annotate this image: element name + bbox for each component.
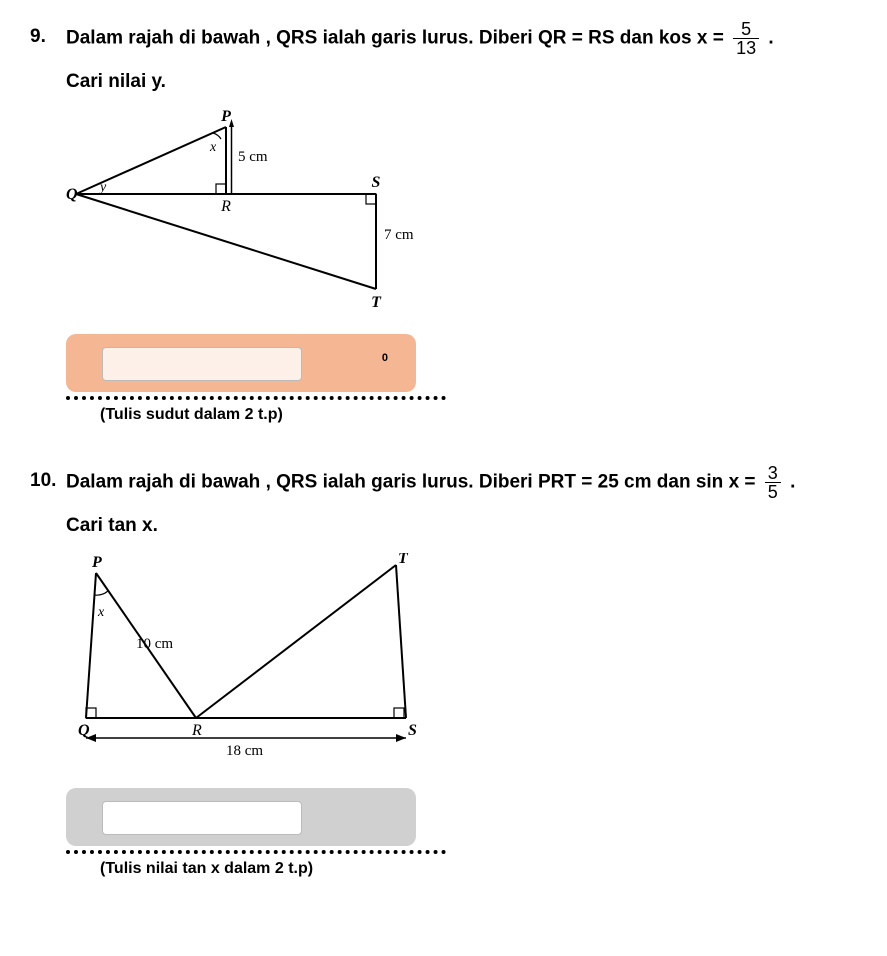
q9-answer-row: 0 — [66, 334, 456, 392]
q10-text: 10. Dalam rajah di bawah , QRS ialah gar… — [30, 464, 857, 543]
q10-hint: (Tulis nilai tan x dalam 2 t.p) — [100, 860, 857, 878]
q9-zero: 0 — [382, 352, 388, 364]
label-Q: Q — [66, 186, 78, 203]
q9-number: 9. — [30, 20, 66, 54]
q9-answer-outer: 0 — [66, 334, 416, 392]
label-x: x — [209, 140, 217, 155]
q9-text: 9. Dalam rajah di bawah , QRS ialah gari… — [30, 20, 857, 99]
q10-body: Dalam rajah di bawah , QRS ialah garis l… — [66, 464, 857, 543]
question-9: 9. Dalam rajah di bawah , QRS ialah gari… — [30, 20, 857, 424]
q9-fraction: 5 13 — [733, 20, 759, 57]
label-S: S — [372, 174, 381, 191]
label-R: R — [220, 198, 231, 215]
label-18cm: 18 cm — [226, 743, 263, 759]
q9-answer-input[interactable] — [102, 347, 302, 381]
question-10: 10. Dalam rajah di bawah , QRS ialah gar… — [30, 464, 857, 878]
q10-answer-input[interactable] — [102, 801, 302, 835]
q9-hint: (Tulis sudut dalam 2 t.p) — [100, 406, 857, 424]
q10-fraction: 3 5 — [765, 464, 781, 501]
label-10cm: 10 cm — [136, 636, 173, 652]
q10-dotted-line — [66, 850, 446, 854]
label-T: T — [371, 294, 382, 309]
q9-prefix: Dalam rajah di bawah , QRS ialah garis l… — [66, 28, 729, 49]
label-P: P — [220, 109, 231, 125]
q10-suffix: . — [790, 472, 795, 493]
q9-sub: Cari nilai y. — [66, 65, 857, 99]
label-7cm: 7 cm — [384, 227, 414, 243]
q9-body: Dalam rajah di bawah , QRS ialah garis l… — [66, 20, 857, 99]
label-Q10: Q — [78, 722, 90, 739]
q10-number: 10. — [30, 464, 66, 498]
q9-frac-num: 5 — [733, 20, 759, 39]
label-T10: T — [398, 553, 409, 567]
q10-prefix: Dalam rajah di bawah , QRS ialah garis l… — [66, 472, 761, 493]
label-y: y — [98, 180, 107, 195]
q10-frac-num: 3 — [765, 464, 781, 483]
label-x10: x — [97, 605, 105, 620]
label-5cm: 5 cm — [238, 149, 268, 165]
q10-frac-den: 5 — [765, 483, 781, 501]
label-R10: R — [191, 722, 202, 739]
q10-sub: Cari tan x. — [66, 509, 857, 543]
q9-frac-den: 13 — [733, 39, 759, 57]
q9-figure: P Q R S T x y 5 cm 7 cm — [66, 109, 857, 314]
q9-dotted-line — [66, 396, 446, 400]
q10-answer-outer — [66, 788, 416, 846]
q10-figure: P Q R S T x 10 cm 18 cm — [66, 553, 857, 768]
label-P10: P — [91, 554, 102, 571]
q10-answer-row — [66, 788, 456, 846]
q9-suffix: . — [768, 28, 773, 49]
label-S10: S — [408, 722, 417, 739]
